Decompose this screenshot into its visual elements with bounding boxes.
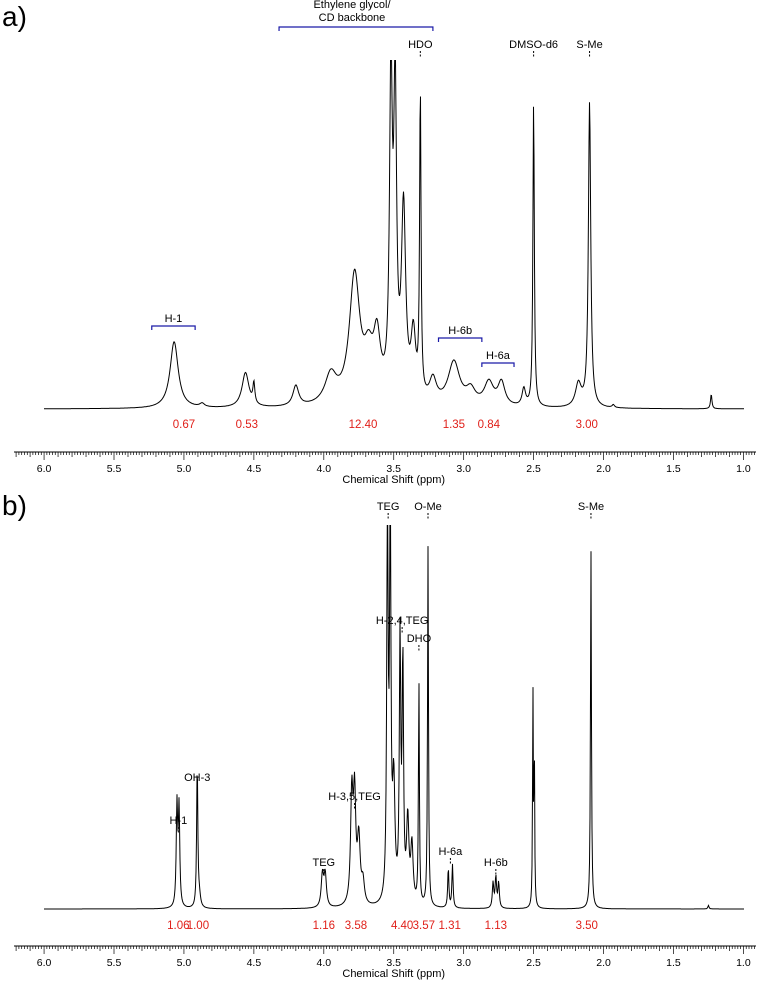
x-tick-label: 4.5 — [247, 957, 262, 969]
x-tick-label: 2.0 — [596, 463, 611, 475]
x-tick-label: 6.0 — [37, 957, 52, 969]
x-axis-title: Chemical Shift (ppm) — [342, 968, 445, 980]
peak-label: DHO — [407, 633, 432, 645]
integral-value: 1.16 — [313, 920, 335, 932]
peak-label: H-1 — [165, 313, 183, 325]
peak-label: TEG — [312, 857, 335, 869]
peak-label: H-3,5,TEG — [328, 791, 381, 803]
integral-value: 4.40 — [391, 920, 413, 932]
panel-label: a) — [2, 1, 27, 32]
x-tick-label: 5.0 — [177, 957, 192, 969]
group-bracket — [278, 26, 434, 31]
x-tick-label: 3.0 — [456, 463, 471, 475]
x-tick-label: 2.5 — [526, 957, 541, 969]
integral-value: 1.00 — [187, 920, 209, 932]
x-tick-label: 4.0 — [317, 957, 332, 969]
x-tick-label: 1.5 — [666, 463, 681, 475]
integral-value: 0.53 — [236, 419, 258, 431]
integral-value: 0.84 — [478, 419, 501, 431]
panel-label: b) — [2, 490, 27, 521]
integral-value: 3.57 — [413, 920, 435, 932]
spectrum-line — [44, 60, 744, 410]
integral-value: 0.67 — [173, 419, 195, 431]
peak-label: OH-3 — [184, 772, 210, 784]
x-tick-label: 2.0 — [596, 957, 611, 969]
peak-label: S-Me — [578, 501, 604, 513]
spectrum-panel-a: a) 6.0 5.5 5.0 4.5 4.0 3.5 3.0 2.5 2.0 1.5 1.0 Chemi… — [2, 0, 756, 486]
x-tick-label: 6.0 — [37, 463, 52, 475]
x-tick-label: 5.0 — [177, 463, 192, 475]
peak-label: O-Me — [414, 501, 442, 513]
x-tick-label: 1.0 — [736, 957, 751, 969]
peak-label: H-6a — [438, 846, 463, 858]
integral-value: 12.40 — [349, 419, 378, 431]
peak-label: H-6b — [484, 857, 508, 869]
peak-label: S-Me — [576, 39, 602, 51]
x-tick-label: 5.5 — [107, 463, 122, 475]
annotation-bracket — [481, 362, 515, 367]
x-axis-title: Chemical Shift (ppm) — [342, 474, 445, 486]
x-tick-label: 3.0 — [456, 957, 471, 969]
integral-value: 1.31 — [438, 920, 460, 932]
peak-label: TEG — [377, 501, 400, 513]
x-tick-label: 1.5 — [666, 957, 681, 969]
x-tick-label: 3.5 — [386, 463, 401, 475]
peak-label: H-1 — [169, 815, 187, 827]
integral-value: 3.58 — [345, 920, 367, 932]
spectrum-line — [44, 525, 744, 910]
peak-label: H-2,4,TEG — [376, 615, 429, 627]
peak-label: HDO — [408, 39, 433, 51]
integral-value: 1.13 — [485, 920, 507, 932]
peak-label: H-6a — [486, 350, 511, 362]
integral-value: 1.06 — [167, 920, 189, 932]
integral-value: 3.00 — [576, 419, 598, 431]
x-tick-label: 4.5 — [247, 463, 262, 475]
integral-value: 3.50 — [576, 920, 598, 932]
annotation-bracket — [437, 337, 483, 342]
x-tick-label: 5.5 — [107, 957, 122, 969]
x-tick-label: 2.5 — [526, 463, 541, 475]
x-tick-label: 3.5 — [386, 957, 401, 969]
group-label-line: CD backbone — [319, 12, 386, 24]
spectrum-panel-b: b) 6.0 5.5 5.0 4.5 4.0 3.5 3.0 2.5 2.0 1.5 1.0 Chemi… — [2, 490, 756, 980]
group-label-line: Ethylene glycol/ — [313, 0, 391, 11]
annotation-bracket — [151, 325, 196, 330]
integral-value: 1.35 — [443, 419, 465, 431]
x-tick-label: 4.0 — [317, 463, 332, 475]
peak-label: DMSO-d6 — [509, 39, 558, 51]
peak-label: H-6b — [448, 325, 472, 337]
x-tick-label: 1.0 — [736, 463, 751, 475]
